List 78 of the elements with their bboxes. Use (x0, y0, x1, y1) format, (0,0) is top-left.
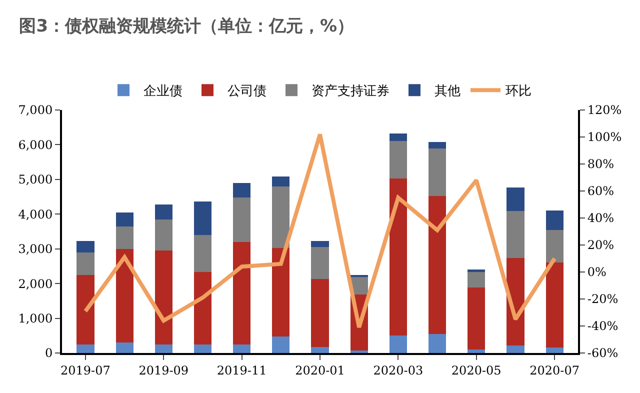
bar (468, 271, 486, 288)
y2-tick-label: -40% (587, 319, 618, 334)
bar (76, 274, 94, 344)
bar (272, 248, 290, 336)
legend-label: 企业债 (144, 84, 182, 100)
x-tick-label: 2019-07 (60, 363, 110, 378)
bar (194, 272, 212, 344)
bar (389, 141, 407, 178)
bar (428, 148, 446, 196)
bar (116, 342, 134, 353)
bar (428, 142, 446, 149)
y2-tick-label: 0% (587, 265, 606, 280)
y2-tick-label: 40% (587, 211, 614, 226)
bar (272, 336, 290, 353)
x-tick-label: 2020-01 (295, 363, 345, 378)
bar (389, 335, 407, 353)
bar (546, 210, 564, 230)
x-tick-label: 2020-03 (373, 363, 424, 378)
legend-label: 资产支持证券 (312, 84, 390, 100)
bar (76, 240, 94, 252)
y2-tick-label: 120% (587, 103, 622, 118)
bar (506, 345, 524, 353)
y-tick-label: 4,000 (18, 207, 53, 222)
y2-tick-label: -60% (587, 346, 618, 360)
bar (116, 248, 134, 343)
legend-label: 公司债 (228, 84, 266, 100)
x-tick-label: 2020-05 (451, 363, 502, 378)
bar (116, 212, 134, 226)
bar (468, 350, 486, 353)
bar (546, 262, 564, 348)
y-tick-label: 7,000 (18, 103, 53, 118)
y-tick-label: 0 (44, 346, 53, 360)
y-tick-label: 1,000 (18, 311, 53, 326)
bar (389, 134, 407, 142)
bar (389, 178, 407, 336)
bar (154, 204, 172, 220)
bar (233, 197, 251, 242)
y-tick-label: 2,000 (18, 276, 53, 291)
bar (468, 288, 486, 350)
bar (428, 334, 446, 353)
y2-tick-label: -20% (587, 292, 618, 306)
bar (116, 226, 134, 249)
bar (311, 240, 329, 248)
bar (76, 252, 94, 275)
bar (233, 344, 251, 353)
bar (506, 187, 524, 212)
legend-label: 环比 (506, 84, 532, 100)
bar (154, 250, 172, 344)
bar (194, 201, 212, 235)
legend-label: 其他 (434, 84, 460, 100)
x-tick-label: 2019-09 (138, 363, 189, 378)
bar (272, 176, 290, 186)
bar (506, 211, 524, 258)
bar (546, 347, 564, 353)
x-tick-label: 2020-07 (530, 363, 580, 378)
bar (194, 344, 212, 353)
bar (272, 186, 290, 248)
y-tick-label: 3,000 (18, 242, 53, 256)
y2-tick-label: 20% (587, 238, 614, 252)
bar (428, 196, 446, 334)
bar (194, 234, 212, 272)
bar (311, 347, 329, 353)
y2-tick-label: 100% (587, 130, 622, 144)
bar (154, 344, 172, 353)
bar (311, 247, 329, 280)
bar (233, 182, 251, 198)
bar (76, 344, 94, 353)
y2-tick-label: 80% (587, 157, 614, 172)
line-series (83, 132, 557, 330)
bar (233, 242, 251, 344)
y2-tick-label: 60% (587, 184, 614, 198)
x-tick-label: 2019-11 (216, 363, 267, 378)
y-tick-label: 6,000 (18, 138, 53, 152)
y-tick-label: 5,000 (18, 172, 53, 187)
chart-title: 图3：债权融资规模统计（单位：亿元，%） (19, 16, 354, 37)
bar (546, 230, 564, 263)
bar (311, 279, 329, 348)
bar (154, 219, 172, 251)
